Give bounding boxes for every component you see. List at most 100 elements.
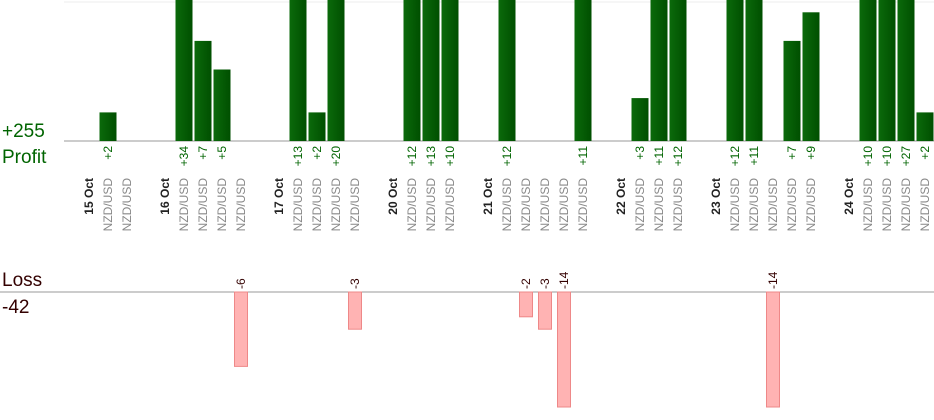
loss-value-label: -3 [538,278,552,289]
profit-bar [726,0,744,141]
profit-value-label: +3 [633,146,647,160]
profit-value-label: +10 [861,146,875,167]
date-label: 23 Oct [709,178,723,215]
symbol-label: NZD/USD [424,178,438,232]
profit-bar [669,0,687,141]
profit-value-label: +11 [652,146,666,166]
profit-value-label: +12 [405,146,419,167]
profit-bar [802,12,820,141]
profit-bar [99,112,117,141]
date-label: 17 Oct [272,178,286,215]
symbol-label: NZD/USD [101,178,115,232]
profit-bar [878,0,896,141]
symbol-label: NZD/USD [766,178,780,232]
symbol-label: NZD/USD [196,178,210,232]
symbol-label: NZD/USD [557,178,571,232]
profit-value-label: +34 [177,146,191,167]
profit-value-label: +2 [101,146,115,160]
profit-bar [897,0,915,141]
profit-value-label: +20 [329,146,343,167]
symbol-label: NZD/USD [747,178,761,232]
symbol-label: NZD/USD [728,178,742,232]
profit-value-label: +11 [747,146,761,166]
profit-bar [327,0,345,141]
symbol-label: NZD/USD [861,178,875,232]
symbol-label: NZD/USD [215,178,229,232]
loss-bar [538,291,552,330]
profit-value-label: +9 [804,146,818,160]
symbol-label: NZD/USD [120,178,134,232]
profit-bar [650,0,668,141]
loss-value-label: -3 [348,278,362,289]
symbol-label: NZD/USD [899,178,913,232]
profit-value-label: +7 [785,146,799,160]
profit-bar [194,40,212,141]
profit-value-label: +27 [899,146,913,167]
loss-value-label: -14 [766,271,780,289]
loss-bar [557,291,571,408]
date-label: 24 Oct [842,178,856,215]
date-label: 20 Oct [386,178,400,215]
symbol-label: NZD/USD [671,178,685,232]
profit-bar [441,0,459,141]
profit-value-label: +12 [500,146,514,167]
profit-bar [422,0,440,141]
symbol-label: NZD/USD [177,178,191,232]
loss-total: -42 [2,297,29,318]
symbol-label: NZD/USD [291,178,305,232]
profit-value-label: +13 [424,146,438,167]
profit-value-label: +2 [918,146,932,160]
symbol-label: NZD/USD [804,178,818,232]
symbol-label: NZD/USD [538,178,552,232]
profit-value-label: +5 [215,146,229,160]
profit-bar [175,0,193,141]
profit-value-label: +13 [291,146,305,167]
profit-bar [631,98,649,141]
symbol-label: NZD/USD [234,178,248,232]
symbol-label: NZD/USD [500,178,514,232]
loss-bar [348,291,362,330]
profit-value-label: +7 [196,146,210,160]
symbol-label: NZD/USD [443,178,457,232]
profit-label: Profit [2,147,47,168]
symbol-label: NZD/USD [519,178,533,232]
profit-bar [498,0,516,141]
symbol-label: NZD/USD [329,178,343,232]
symbol-label: NZD/USD [880,178,894,232]
profit-value-label: +2 [310,146,324,160]
profit-total: +255 [2,121,45,142]
loss-value-label: -2 [519,278,533,289]
date-label: 22 Oct [614,178,628,215]
profit-bar [574,0,592,141]
loss-label: Loss [2,270,42,291]
profit-bar [783,40,801,141]
profit-bar [213,69,231,141]
profit-value-label: +10 [443,146,457,167]
symbol-label: NZD/USD [310,178,324,232]
symbol-label: NZD/USD [652,178,666,232]
profit-value-label: +12 [728,146,742,167]
symbol-label: NZD/USD [576,178,590,232]
profit-value-label: +11 [576,146,590,166]
loss-value-label: -6 [234,278,248,289]
symbol-label: NZD/USD [348,178,362,232]
symbol-label: NZD/USD [918,178,932,232]
symbol-label: NZD/USD [405,178,419,232]
date-label: 21 Oct [481,178,495,215]
profit-bar [403,0,421,141]
profit-bar [745,0,763,141]
profit-bar [859,0,877,141]
loss-bar [766,291,780,408]
symbol-label: NZD/USD [633,178,647,232]
profit-bar [308,112,326,141]
profit-value-label: +10 [880,146,894,167]
symbol-label: NZD/USD [785,178,799,232]
profit-value-label: +12 [671,146,685,167]
loss-value-label: -14 [557,271,571,289]
date-label: 15 Oct [82,178,96,215]
date-label: 16 Oct [158,178,172,215]
loss-bar [234,291,248,367]
loss-bar [519,291,533,318]
profit-bar [289,0,307,141]
